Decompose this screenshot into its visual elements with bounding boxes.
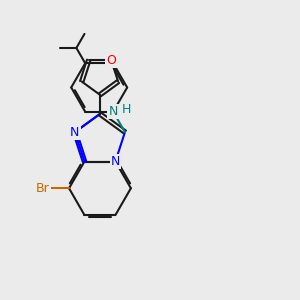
- Text: N: N: [70, 126, 80, 139]
- Text: O: O: [106, 54, 116, 67]
- Text: N: N: [111, 155, 120, 168]
- Text: H: H: [122, 103, 131, 116]
- Text: Br: Br: [36, 182, 50, 195]
- Text: N: N: [111, 155, 120, 168]
- Text: N: N: [109, 105, 118, 118]
